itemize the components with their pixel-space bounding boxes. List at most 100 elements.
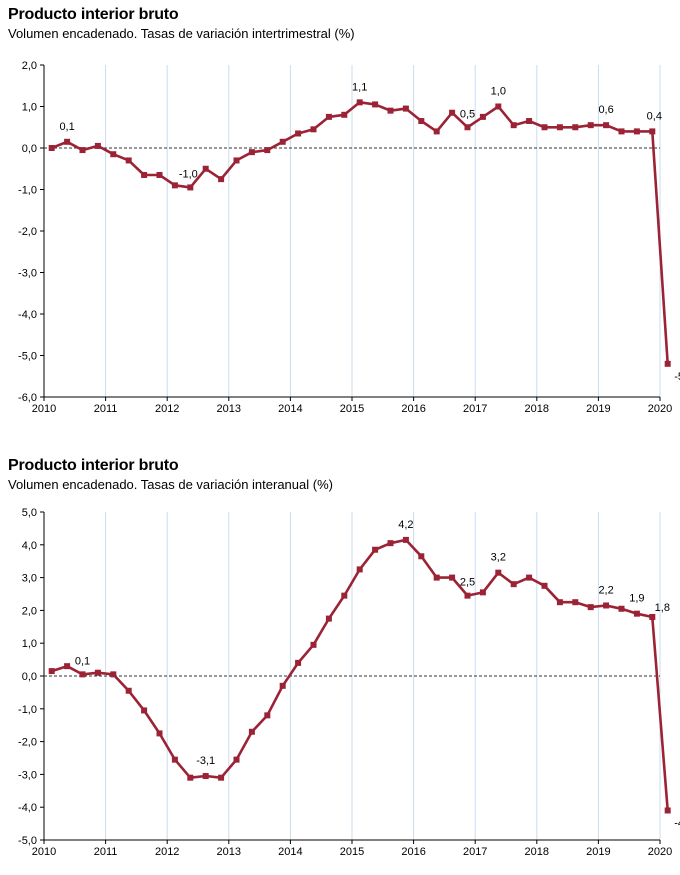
x-tick-label: 2015 (340, 846, 364, 858)
data-point (341, 111, 348, 118)
y-tick-label: -2,0 (18, 226, 37, 238)
data-point (64, 663, 71, 670)
y-tick-label: -4,0 (18, 802, 37, 814)
data-label: 0,4 (647, 110, 662, 122)
x-tick-label: 2013 (217, 846, 241, 858)
data-point (449, 109, 456, 116)
data-point (418, 553, 425, 560)
data-point (479, 113, 486, 120)
x-tick-label: 2014 (278, 846, 302, 858)
y-tick-label: -1,0 (18, 704, 37, 716)
x-tick-label: 2016 (401, 403, 425, 415)
data-point (171, 756, 178, 763)
data-point (495, 103, 502, 110)
data-point (618, 605, 625, 612)
data-point (356, 566, 363, 573)
x-tick-label: 2019 (586, 846, 610, 858)
data-point (264, 147, 271, 154)
series-line (51, 538, 669, 811)
data-point (603, 122, 610, 129)
data-point (402, 536, 409, 543)
x-tick-label: 2011 (94, 403, 118, 415)
data-point (233, 157, 240, 164)
data-label: 1,9 (629, 593, 644, 605)
data-point (556, 599, 563, 606)
x-tick-label: 2012 (155, 846, 179, 858)
data-label: -4,1 (674, 817, 680, 829)
series-line (51, 101, 669, 364)
data-point (587, 604, 594, 611)
y-tick-label: -2,0 (18, 737, 37, 749)
x-tick-label: 2011 (94, 846, 118, 858)
x-tick-label: 2016 (401, 846, 425, 858)
data-label: 1,8 (655, 602, 670, 614)
data-point (510, 122, 517, 129)
data-point (618, 128, 625, 135)
data-label: 3,2 (491, 552, 506, 564)
data-point (110, 671, 117, 678)
data-point (603, 602, 610, 609)
data-label: 0,1 (59, 121, 74, 133)
data-point (633, 610, 640, 617)
x-tick-label: 2014 (278, 403, 302, 415)
data-point (125, 687, 132, 694)
x-tick-label: 2015 (340, 403, 364, 415)
data-point (341, 592, 348, 599)
data-point (79, 671, 86, 678)
data-point (94, 142, 101, 149)
y-tick-label: -5,0 (18, 835, 37, 847)
y-tick-label: -3,0 (18, 268, 37, 280)
data-point (356, 99, 363, 106)
data-point (325, 113, 332, 120)
x-tick-label: 2018 (525, 403, 549, 415)
data-point (526, 574, 533, 581)
data-point (125, 157, 132, 164)
data-point (156, 730, 163, 737)
data-point (279, 682, 286, 689)
data-point (310, 641, 317, 648)
data-point (541, 124, 548, 131)
data-point (387, 107, 394, 114)
data-label: 0,5 (460, 108, 475, 120)
y-tick-label: 4,0 (22, 540, 37, 552)
y-tick-label: -4,0 (18, 309, 37, 321)
data-point (495, 569, 502, 576)
x-tick-label: 2020 (648, 846, 672, 858)
y-tick-label: 0,0 (22, 671, 37, 683)
data-point (649, 128, 656, 135)
chart-quarterly-growth: Producto interior bruto Volumen encadena… (0, 0, 680, 430)
y-tick-label: 5,0 (22, 507, 37, 519)
data-label: 4,2 (398, 519, 413, 531)
data-point (664, 807, 671, 814)
chart-annual-growth: Producto interior bruto Volumen encadena… (0, 455, 680, 875)
data-point (279, 138, 286, 145)
data-point (433, 128, 440, 135)
data-point (295, 130, 302, 137)
y-tick-label: 3,0 (22, 573, 37, 585)
data-point (510, 581, 517, 588)
data-point (156, 171, 163, 178)
x-tick-label: 2019 (586, 403, 610, 415)
data-label: -3,1 (196, 755, 215, 767)
data-point (541, 582, 548, 589)
y-tick-label: -6,0 (18, 392, 37, 404)
x-tick-label: 2012 (155, 403, 179, 415)
x-tick-label: 2017 (463, 846, 487, 858)
data-point (556, 124, 563, 131)
chart-subtitle: Volumen encadenado. Tasas de variación i… (8, 26, 355, 41)
data-point (664, 360, 671, 367)
x-tick-label: 2010 (32, 403, 56, 415)
chart-title: Producto interior bruto (8, 6, 179, 23)
data-point (387, 540, 394, 547)
data-point (218, 176, 225, 183)
data-point (310, 126, 317, 133)
data-point (402, 105, 409, 112)
data-point (295, 659, 302, 666)
data-point (449, 574, 456, 581)
y-tick-label: 2,0 (22, 605, 37, 617)
data-label: 1,1 (352, 81, 367, 93)
x-tick-label: 2010 (32, 846, 56, 858)
data-point (248, 149, 255, 156)
y-tick-label: -3,0 (18, 769, 37, 781)
